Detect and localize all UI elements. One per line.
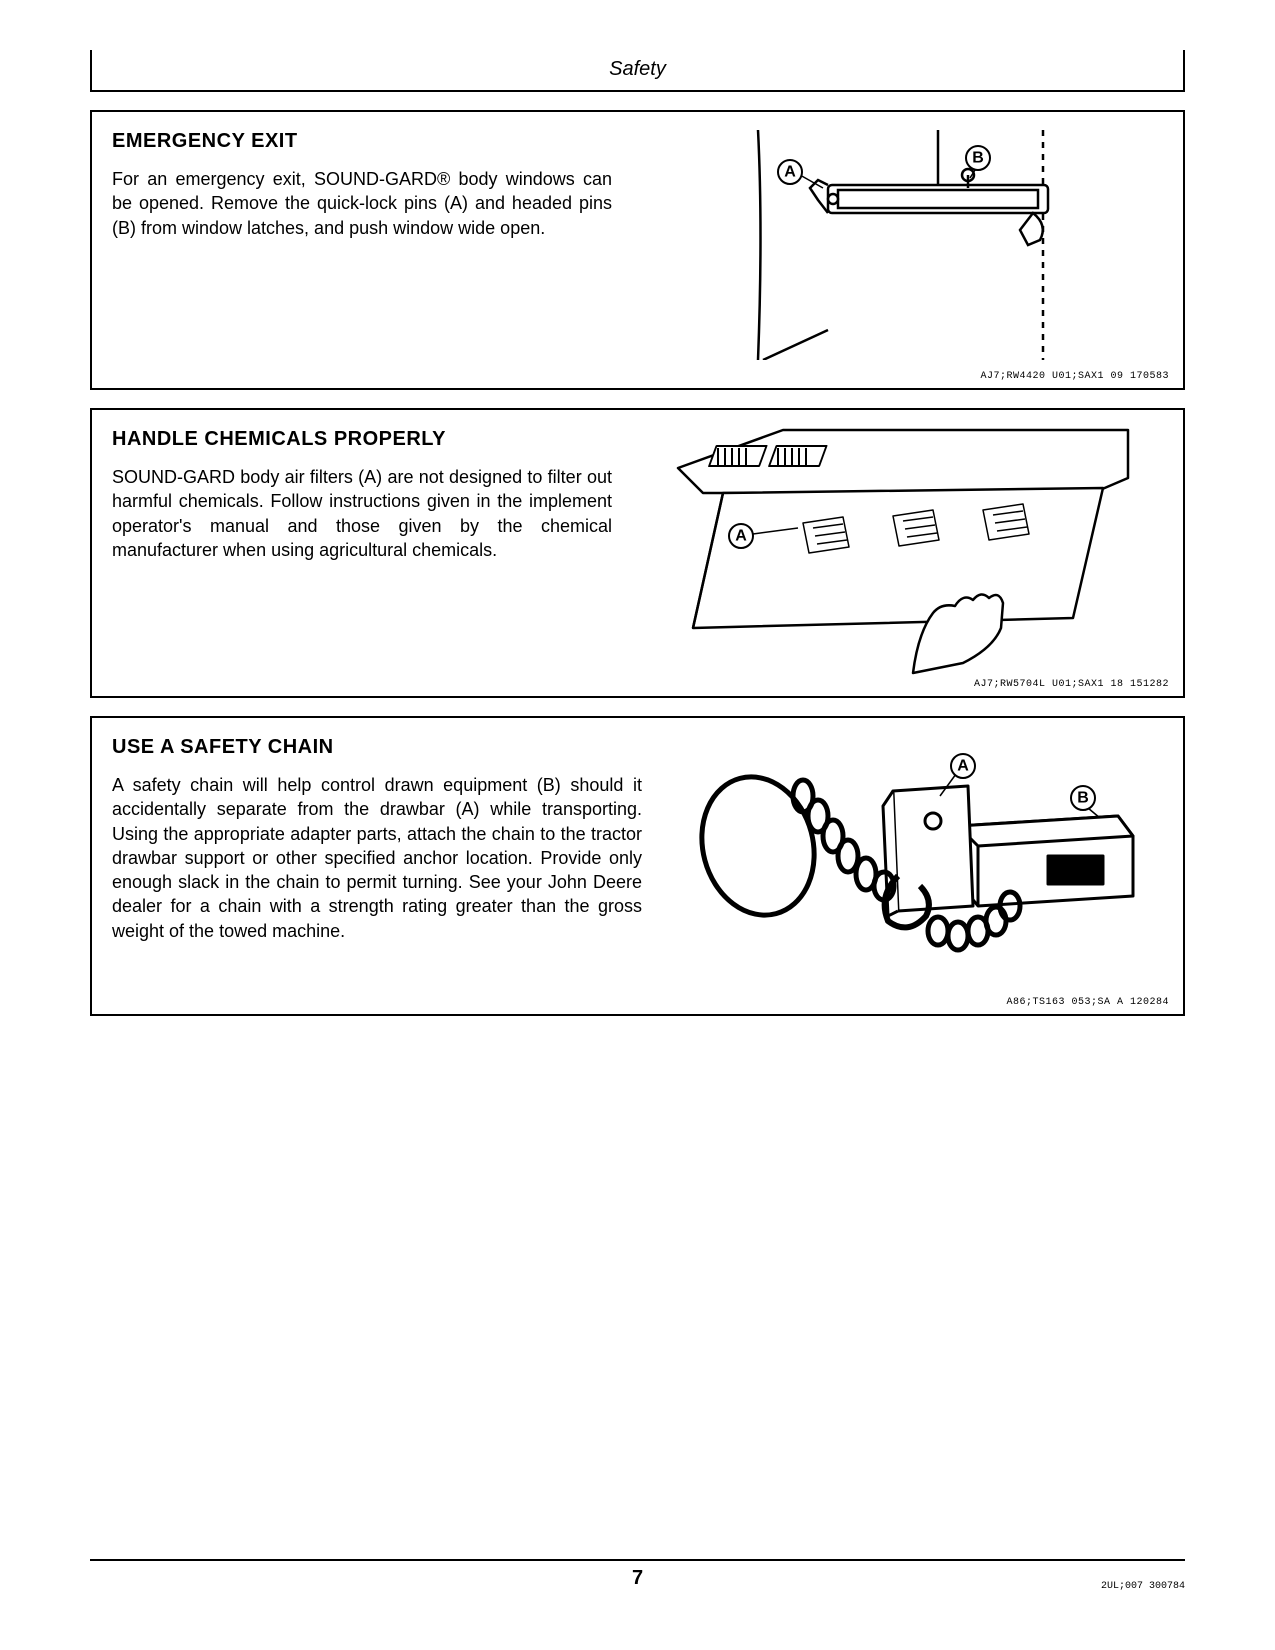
section-text: EMERGENCY EXIT For an emergency exit, SO… (112, 130, 612, 360)
page-header: Safety (90, 50, 1185, 92)
footer-code: 2UL;007 300784 (1101, 1581, 1185, 1592)
section-diagram: A (632, 428, 1163, 678)
page-footer: 7 2UL;007 300784 (90, 1559, 1185, 1590)
section-emergency-exit: EMERGENCY EXIT For an emergency exit, SO… (90, 110, 1185, 390)
page-number: 7 (90, 1567, 1185, 1590)
section-title: HANDLE CHEMICALS PROPERLY (112, 428, 612, 451)
safety-chain-diagram: A B (688, 736, 1138, 976)
callout-a: A (784, 164, 796, 181)
page: Safety EMERGENCY EXIT For an emergency e… (0, 0, 1275, 1650)
section-title: USE A SAFETY CHAIN (112, 736, 642, 759)
section-body: SOUND-GARD body air filters (A) are not … (112, 465, 612, 562)
ref-code: A86;TS163 053;SA A 120284 (1006, 997, 1169, 1008)
section-diagram: A B (662, 736, 1163, 976)
ref-code: AJ7;RW5704L U01;SAX1 18 151282 (974, 679, 1169, 690)
callout-b: B (1077, 790, 1089, 807)
callout-b: B (972, 150, 984, 167)
callout-a: A (957, 758, 969, 775)
section-handle-chemicals: HANDLE CHEMICALS PROPERLY SOUND-GARD bod… (90, 408, 1185, 698)
air-filter-diagram: A (663, 428, 1133, 678)
header-title: Safety (92, 58, 1183, 81)
footer-rule (90, 1559, 1185, 1561)
section-safety-chain: USE A SAFETY CHAIN A safety chain will h… (90, 716, 1185, 1016)
window-latch-diagram: A B (688, 130, 1108, 360)
section-text: HANDLE CHEMICALS PROPERLY SOUND-GARD bod… (112, 428, 612, 678)
section-body: For an emergency exit, SOUND-GARD® body … (112, 167, 612, 240)
section-diagram: A B (632, 130, 1163, 360)
section-text: USE A SAFETY CHAIN A safety chain will h… (112, 736, 642, 976)
callout-a: A (735, 528, 747, 545)
ref-code: AJ7;RW4420 U01;SAX1 09 170583 (980, 371, 1169, 382)
section-body: A safety chain will help control drawn e… (112, 773, 642, 943)
section-title: EMERGENCY EXIT (112, 130, 612, 153)
